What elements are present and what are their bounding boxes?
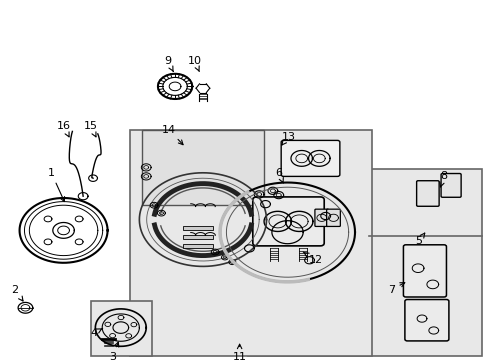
Text: 10: 10 xyxy=(187,56,201,72)
Text: 3: 3 xyxy=(109,342,119,360)
Text: 5: 5 xyxy=(414,233,424,246)
Text: 1: 1 xyxy=(48,168,64,202)
Text: 7: 7 xyxy=(387,283,404,295)
FancyBboxPatch shape xyxy=(314,209,328,226)
FancyBboxPatch shape xyxy=(183,226,212,230)
Text: 2: 2 xyxy=(11,285,23,301)
Text: 16: 16 xyxy=(57,121,70,137)
FancyBboxPatch shape xyxy=(403,245,446,297)
FancyBboxPatch shape xyxy=(91,301,151,356)
Text: 11: 11 xyxy=(232,344,246,360)
FancyBboxPatch shape xyxy=(142,130,264,205)
Text: 8: 8 xyxy=(439,171,447,187)
FancyBboxPatch shape xyxy=(183,235,212,239)
FancyBboxPatch shape xyxy=(252,197,324,246)
FancyBboxPatch shape xyxy=(404,300,448,341)
FancyBboxPatch shape xyxy=(183,244,212,248)
Text: 15: 15 xyxy=(83,121,97,137)
Text: 13: 13 xyxy=(281,132,295,145)
Text: 9: 9 xyxy=(164,56,173,72)
FancyBboxPatch shape xyxy=(416,181,438,206)
Text: 6: 6 xyxy=(275,168,283,183)
FancyBboxPatch shape xyxy=(326,209,340,226)
FancyBboxPatch shape xyxy=(440,174,460,197)
FancyBboxPatch shape xyxy=(129,130,371,356)
Text: 12: 12 xyxy=(303,252,322,265)
FancyBboxPatch shape xyxy=(248,169,481,356)
Text: 14: 14 xyxy=(162,125,183,145)
Text: 4: 4 xyxy=(90,328,102,338)
FancyBboxPatch shape xyxy=(281,140,339,176)
